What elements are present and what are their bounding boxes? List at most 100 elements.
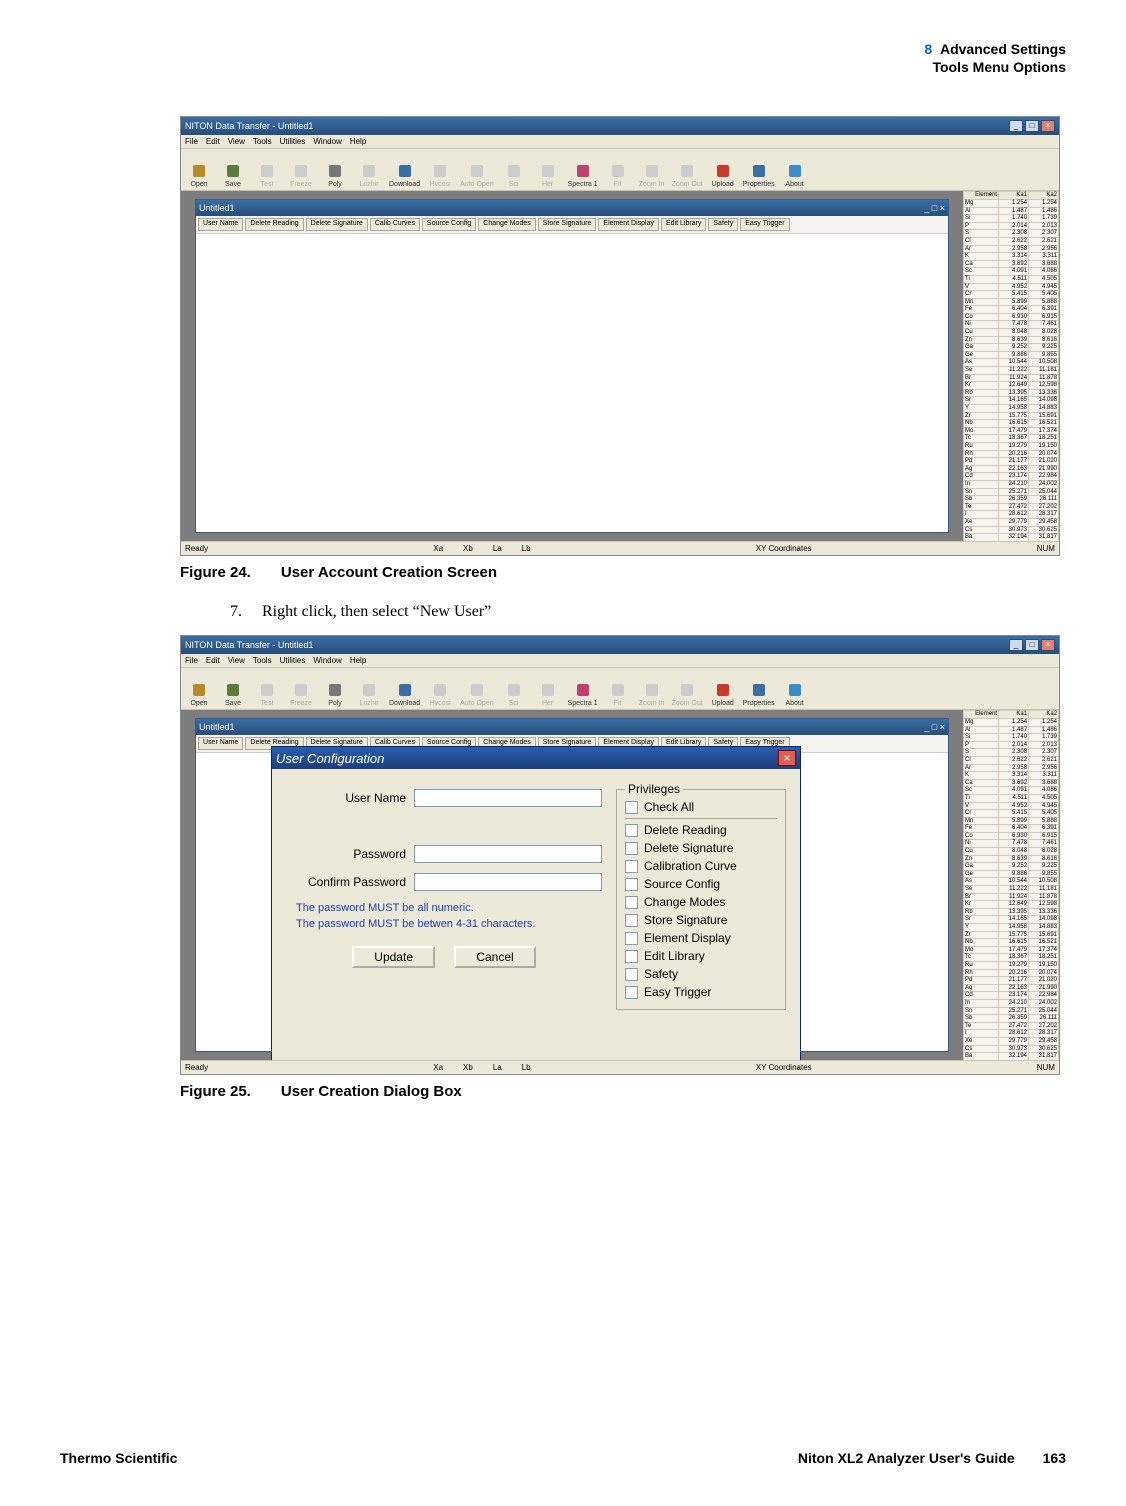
toolbar-save[interactable]: Save [219, 681, 247, 707]
screenshot-fig25: NITON Data Transfer - Untitled1 _ □ × Fi… [180, 635, 1060, 1075]
table-header: Ka2 [1029, 192, 1059, 200]
table-cell: 2.622 [999, 237, 1029, 245]
inner-btn-safety[interactable]: Safety [708, 218, 738, 231]
inner-maximize-2[interactable]: □ [932, 722, 937, 732]
username-input[interactable] [414, 789, 602, 807]
close-button-2[interactable]: × [1041, 639, 1055, 651]
inner-btn-user-name[interactable]: User Name [198, 218, 243, 231]
toolbar-open[interactable]: Open [185, 162, 213, 188]
check-all-checkbox[interactable]: Check All [625, 800, 777, 814]
table-row: Sc4.0914.086 [964, 268, 1059, 276]
checkbox-icon [625, 914, 638, 927]
table-row: Fe6.4046.391 [964, 306, 1059, 314]
priv-element-display[interactable]: Element Display [625, 931, 777, 945]
priv-safety[interactable]: Safety [625, 967, 777, 981]
toolbar-properties[interactable]: Properties [743, 681, 775, 707]
inner-maximize[interactable]: □ [932, 203, 937, 213]
inner-minimize-2[interactable]: _ [924, 722, 929, 732]
priv-edit-library[interactable]: Edit Library [625, 949, 777, 963]
toolbar-about[interactable]: About [781, 681, 809, 707]
priv-calibration-curve[interactable]: Calibration Curve [625, 859, 777, 873]
menu-view[interactable]: View [228, 656, 245, 665]
inner-btn-change-modes[interactable]: Change Modes [478, 218, 535, 231]
menu-window[interactable]: Window [313, 656, 341, 665]
table-cell: 13.395 [999, 389, 1029, 397]
menu-edit[interactable]: Edit [206, 137, 220, 146]
inner-btn-source-config[interactable]: Source Config [422, 218, 476, 231]
table-cell: Se [964, 367, 999, 375]
menu-window[interactable]: Window [313, 137, 341, 146]
toolbar-download[interactable]: Download [389, 681, 420, 707]
table-row: Br11.92411.878 [964, 893, 1059, 901]
menu-utilities[interactable]: Utilities [280, 137, 306, 146]
priv-source-config[interactable]: Source Config [625, 877, 777, 891]
table-cell: Sn [964, 1007, 999, 1015]
toolbar-upload[interactable]: Upload [709, 162, 737, 188]
toolbar-properties[interactable]: Properties [743, 162, 775, 188]
inner-minimize[interactable]: _ [924, 203, 929, 213]
inner-btn-edit-library[interactable]: Edit Library [661, 218, 706, 231]
table-cell: 2.958 [999, 245, 1029, 253]
update-button[interactable]: Update [352, 946, 435, 968]
table-cell: 3.692 [999, 260, 1029, 268]
menu-edit[interactable]: Edit [206, 656, 220, 665]
menu-help[interactable]: Help [350, 137, 366, 146]
priv-store-signature[interactable]: Store Signature [625, 913, 777, 927]
menu-utilities[interactable]: Utilities [280, 656, 306, 665]
table-cell: 6.915 [1029, 313, 1059, 321]
dialog-close-button[interactable]: × [778, 750, 796, 766]
toolbar-about[interactable]: About [781, 162, 809, 188]
maximize-button[interactable]: □ [1025, 120, 1039, 132]
table-cell: Ge [964, 351, 999, 359]
menu-view[interactable]: View [228, 137, 245, 146]
menu-help[interactable]: Help [350, 656, 366, 665]
toolbar-label: Save [225, 181, 241, 188]
priv-change-modes[interactable]: Change Modes [625, 895, 777, 909]
inner-btn-easy-trigger[interactable]: Easy Trigger [740, 218, 789, 231]
inner-close[interactable]: × [940, 203, 945, 213]
inner-close-2[interactable]: × [940, 722, 945, 732]
toolbar-spectra-1[interactable]: Spectra 1 [568, 681, 598, 707]
inner-btn-delete-reading[interactable]: Delete Reading [245, 218, 303, 231]
toolbar-upload[interactable]: Upload [709, 681, 737, 707]
menu-file[interactable]: File [185, 656, 198, 665]
table-cell: 28.612 [999, 511, 1029, 519]
confirm-password-input[interactable] [414, 873, 602, 891]
toolbar-poly[interactable]: Poly [321, 681, 349, 707]
priv-delete-signature[interactable]: Delete Signature [625, 841, 777, 855]
menubar[interactable]: File Edit View Tools Utilities Window Help [181, 135, 1059, 149]
table-row: Y14.95814.883 [964, 405, 1059, 413]
table-cell: Pd [964, 977, 999, 985]
toolbar-label: Auto Open [460, 700, 493, 707]
inner-btn-element-display[interactable]: Element Display [598, 218, 659, 231]
toolbar-open[interactable]: Open [185, 681, 213, 707]
menu-tools[interactable]: Tools [253, 656, 272, 665]
table-row: Cd23.17422.984 [964, 992, 1059, 1000]
menu-file[interactable]: File [185, 137, 198, 146]
password-input[interactable] [414, 845, 602, 863]
inner-btn-user-name[interactable]: User Name [198, 737, 243, 750]
check-all-label: Check All [644, 800, 694, 814]
spectra-1-icon [574, 162, 592, 180]
minimize-button-2[interactable]: _ [1009, 639, 1023, 651]
table-cell: K [964, 772, 999, 780]
minimize-button[interactable]: _ [1009, 120, 1023, 132]
menu-tools[interactable]: Tools [253, 137, 272, 146]
table-cell: 2.307 [1029, 230, 1059, 238]
toolbar-spectra-1[interactable]: Spectra 1 [568, 162, 598, 188]
inner-btn-calib-curves[interactable]: Calib Curves [370, 218, 420, 231]
toolbar-save[interactable]: Save [219, 162, 247, 188]
priv-easy-trigger[interactable]: Easy Trigger [625, 985, 777, 999]
menubar-2[interactable]: File Edit View Tools Utilities Window Help [181, 654, 1059, 668]
close-button[interactable]: × [1041, 120, 1055, 132]
inner-btn-store-signature[interactable]: Store Signature [538, 218, 597, 231]
toolbar-download[interactable]: Download [389, 162, 420, 188]
toolbar-label: Sci [509, 181, 519, 188]
table-row: Mo17.47917.374 [964, 946, 1059, 954]
maximize-button-2[interactable]: □ [1025, 639, 1039, 651]
cancel-button[interactable]: Cancel [454, 946, 535, 968]
user-config-dialog: User Configuration × User Name Password [271, 746, 801, 1075]
toolbar-poly[interactable]: Poly [321, 162, 349, 188]
inner-btn-delete-signature[interactable]: Delete Signature [306, 218, 368, 231]
priv-delete-reading[interactable]: Delete Reading [625, 823, 777, 837]
